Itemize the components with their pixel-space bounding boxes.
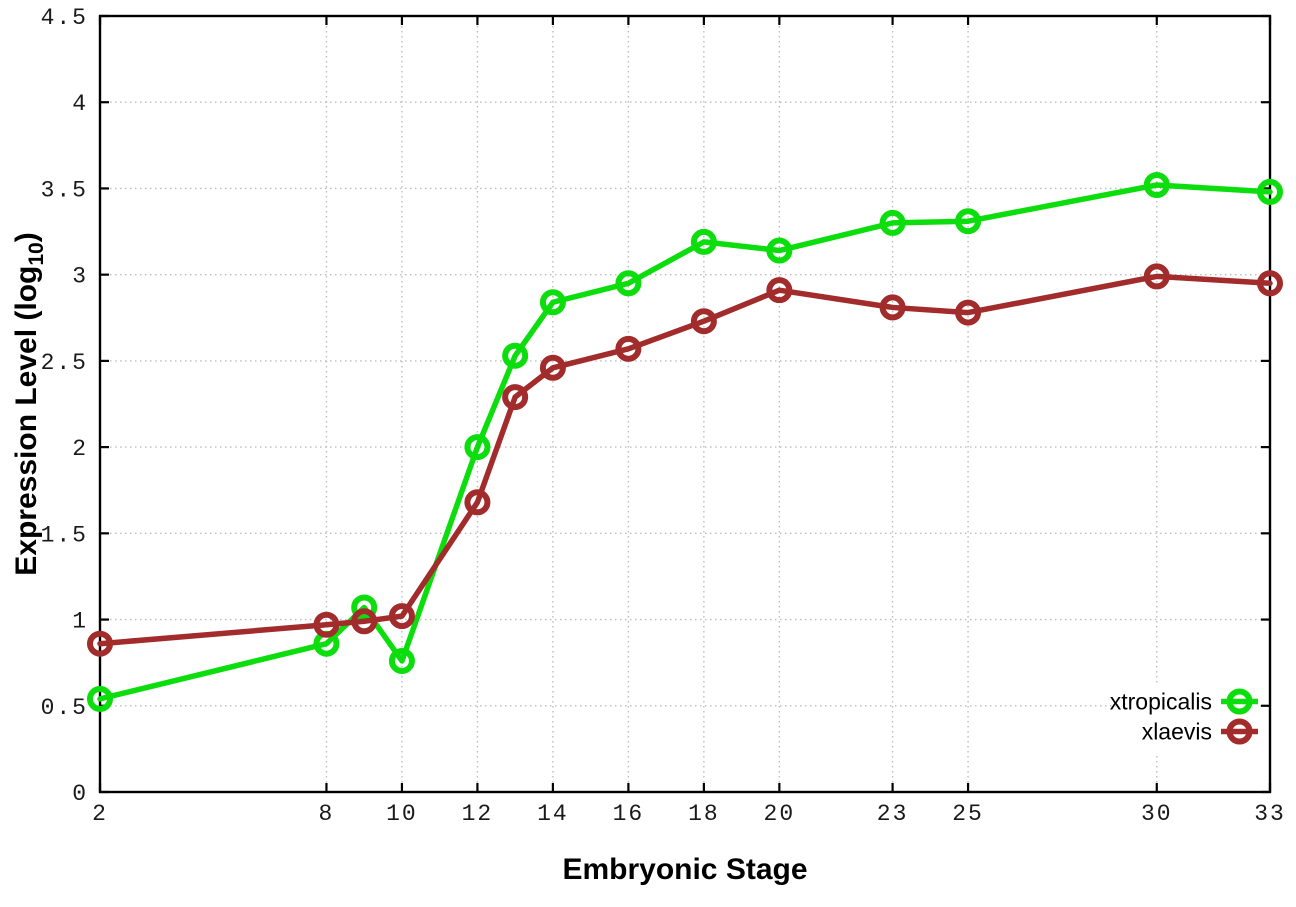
y-tick-label: 1 [72, 609, 88, 635]
data-point-xtropicalis [87, 685, 113, 712]
x-tick-label: 25 [952, 801, 984, 827]
x-tick-label: 2 [92, 801, 108, 827]
data-point-xtropicalis [388, 647, 415, 674]
data-point-xtropicalis [690, 228, 717, 255]
y-axis-title-suffix: ) [10, 232, 43, 242]
data-point-xlaevis [615, 335, 642, 362]
x-tick-label: 12 [462, 801, 494, 827]
data-point-xtropicalis [879, 209, 906, 236]
y-axis-title-subscript: 10 [25, 242, 48, 265]
data-point-xlaevis [1257, 270, 1283, 297]
data-point-xlaevis [388, 603, 415, 630]
plot-frame [98, 14, 1272, 794]
legend-sample-marker [1226, 718, 1253, 745]
data-point-xtropicalis [502, 342, 529, 369]
data-point-xtropicalis [955, 208, 982, 235]
axis-ticks [98, 14, 1272, 794]
x-axis-title: Embryonic Stage [562, 853, 807, 886]
y-tick-label: 1.5 [41, 522, 88, 548]
series-xlaevis [87, 263, 1283, 657]
data-point-xtropicalis [766, 237, 793, 264]
data-point-xtropicalis [539, 289, 566, 316]
plot-area: 2 8 10 12 14 16 18 20 23 25 30 33 0 0.5 1 1.5 2 2.5 3 3.5 4 4… [41, 5, 1286, 827]
y-axis-title: Expression Level (log10) [10, 232, 48, 575]
x-tick-label: 16 [613, 801, 645, 827]
data-point-xlaevis [464, 489, 491, 516]
data-point-xlaevis [313, 611, 340, 638]
y-tick-label: 0 [72, 781, 88, 807]
series-line-xtropicalis [97, 182, 1273, 702]
data-point-xlaevis [879, 294, 906, 321]
legend-entry-xlaevis: xlaevis [1142, 718, 1258, 745]
data-point-xlaevis [690, 308, 717, 335]
x-tick-label: 18 [688, 801, 720, 827]
data-point-xtropicalis [351, 594, 378, 621]
x-tick-label: 23 [877, 801, 909, 827]
y-axis-title-prefix: Expression Level (log [10, 266, 43, 576]
x-tick-label: 20 [764, 801, 796, 827]
legend-label-xlaevis: xlaevis [1142, 719, 1212, 745]
data-point-xlaevis [955, 299, 982, 326]
x-tick-label: 33 [1254, 801, 1286, 827]
y-tick-label: 0.5 [41, 695, 88, 721]
y-tick-label: 3.5 [41, 177, 88, 203]
data-point-xtropicalis [615, 270, 642, 297]
legend: xtropicalis xlaevis [1110, 688, 1258, 745]
data-point-xlaevis [351, 608, 378, 635]
y-tick-label: 4.5 [41, 5, 88, 31]
legend-sample-marker [1226, 688, 1253, 715]
y-tick-label: 2 [72, 436, 88, 462]
x-tick-label: 30 [1141, 801, 1173, 827]
data-point-xlaevis [87, 630, 113, 657]
x-tick-label: 14 [537, 801, 569, 827]
y-tick-label: 4 [72, 91, 88, 117]
data-point-xlaevis [1143, 263, 1170, 290]
data-point-xlaevis [539, 354, 566, 381]
y-tick-label: 2.5 [41, 350, 88, 376]
x-tick-label: 10 [386, 801, 418, 827]
data-point-xtropicalis [464, 434, 491, 461]
legend-entry-xtropicalis: xtropicalis [1110, 688, 1258, 715]
data-point-xtropicalis [1143, 171, 1170, 198]
data-point-xlaevis [502, 384, 529, 411]
series-line-xlaevis [97, 273, 1273, 647]
x-tick-label: 8 [319, 801, 335, 827]
y-tick-label: 3 [72, 264, 88, 290]
gridlines [100, 16, 1270, 792]
data-point-xlaevis [766, 277, 793, 304]
legend-label-xtropicalis: xtropicalis [1110, 689, 1212, 715]
data-point-xtropicalis [1257, 178, 1283, 205]
